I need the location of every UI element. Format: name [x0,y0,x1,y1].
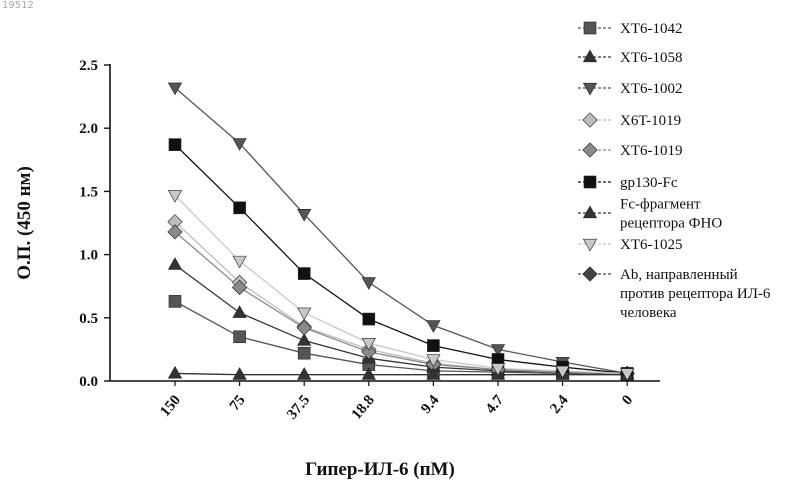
y-tick-label: 0.0 [79,374,98,390]
x-tick-label: 0 [619,392,636,408]
x-tick-label: 37.5 [284,392,313,422]
data-point [298,308,311,320]
legend-label: XT6-1058 [620,50,683,66]
data-point [298,368,311,380]
legend-label: против рецептора ИЛ-6 [620,286,771,302]
x-ticks: 150 75 37.5 18.8 9.4 4.7 2.4 0 [157,381,636,423]
axes [110,64,660,381]
x-tick-label: 2.4 [547,392,572,417]
data-point [233,368,246,380]
legend-marker [583,83,596,95]
x-tick-label: 4.7 [483,392,508,417]
y-tick-label: 1.0 [79,248,98,264]
data-point [233,306,246,318]
data-point [168,83,181,95]
data-point [169,139,181,151]
y-tick-label: 2.0 [79,121,98,137]
legend-label: XT6-1019 [620,143,683,159]
y-tick-label: 2.5 [79,58,98,74]
legend-marker [583,113,597,127]
plot-markers [168,83,635,381]
legend: XT6-1042 XT6-1058 XT6-1002 X6T-1019 XT6-1019… [578,21,771,321]
legend-label: XT6-1042 [620,21,683,37]
legend-label: Fc-фрагмент [620,197,701,213]
data-point [169,295,181,307]
y-tick-label: 1.5 [79,184,98,200]
x-tick-label: 75 [227,392,249,414]
x-tick-label: 9.4 [418,392,443,417]
data-point [362,278,375,290]
legend-label: Ab, направленный [620,267,738,283]
legend-marker [584,22,596,34]
data-point [234,202,246,214]
data-point [168,258,181,270]
legend-label: человека [620,305,677,321]
data-point [233,256,246,268]
y-tick-label: 0.5 [79,311,98,327]
legend-marker [584,176,596,188]
legend-label: рецептора ФНО [620,216,722,232]
legend-marker [583,239,596,251]
data-point [298,268,310,280]
data-point [234,331,246,343]
data-point [298,347,310,359]
series-line [175,232,627,374]
x-tick-label: 18.8 [349,392,378,422]
data-point [427,340,439,352]
legend-marker [583,267,597,281]
legend-label: XT6-1002 [620,81,683,97]
legend-marker [583,50,596,62]
y-ticks: 0.0 0.5 1.0 1.5 2.0 2.5 [79,58,110,390]
legend-label: XT6-1025 [620,237,683,253]
x-tick-label: 150 [157,392,184,420]
data-point [168,367,181,379]
y-axis-label: О.П. (450 нм) [14,166,35,280]
legend-marker [583,143,597,157]
data-point [363,313,375,325]
x-axis-label: Гипер-ИЛ-6 (пМ) [305,459,455,480]
legend-marker [583,206,596,218]
legend-label: gp130-Fc [620,175,678,191]
legend-label: X6T-1019 [620,113,681,129]
